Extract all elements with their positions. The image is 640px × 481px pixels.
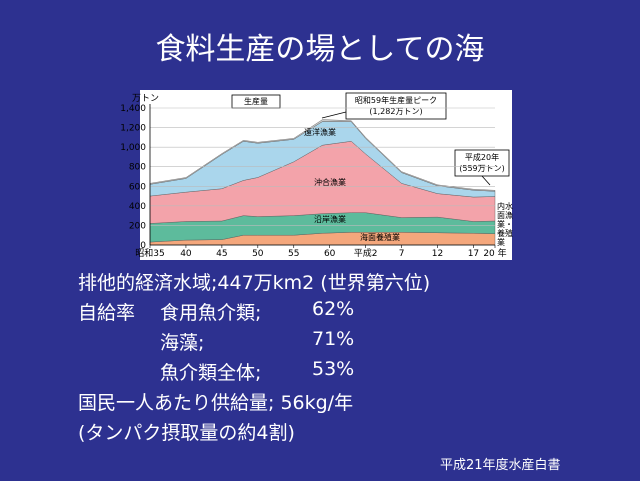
self-sufficiency-rate: 53% xyxy=(312,358,355,380)
self-sufficiency-item: 海藻; xyxy=(160,332,205,354)
x-tick-label: 40 xyxy=(180,249,192,259)
series-label: 内水面漁業・養殖業 xyxy=(497,202,513,247)
area xyxy=(149,119,496,192)
y-tick-label: 400 xyxy=(129,202,146,212)
self-sufficiency-item: 魚介類全体; xyxy=(160,362,262,384)
protein-text: (タンパク摂取量の約4割) xyxy=(78,422,295,444)
eez-text: 排他的経済水域;447万km2 (世界第六位) xyxy=(78,272,431,294)
self-sufficiency-item: 食用魚介類; xyxy=(160,302,262,324)
supply-text: 国民一人あたり供給量; 56kg/年 xyxy=(78,392,354,414)
x-tick-label: 20 年 xyxy=(483,247,506,259)
self-sufficiency-rate: 62% xyxy=(312,298,355,320)
x-tick-label: 55 xyxy=(288,249,299,259)
x-tick-label: 45 xyxy=(216,249,227,259)
x-tick-label: 昭和35 xyxy=(135,248,164,259)
x-tick-label: 7 xyxy=(399,249,405,259)
x-tick-label: 平成2 xyxy=(354,247,378,259)
series-label: 海面養殖業 xyxy=(360,232,400,242)
self-sufficiency-label: 自給率 xyxy=(78,302,136,324)
y-axis-label: 万トン xyxy=(132,94,159,104)
self-sufficiency-rate: 71% xyxy=(312,328,355,350)
source: 平成21年度水産白書 xyxy=(440,458,561,473)
series-label: 遠洋漁業 xyxy=(304,127,336,137)
annotation-pointer xyxy=(321,111,347,119)
x-tick-label: 12 xyxy=(432,249,443,259)
chart-title: 生産量 xyxy=(244,96,268,106)
annotation: 平成20年 xyxy=(465,152,499,162)
annotation: (1,282万トン) xyxy=(369,107,422,116)
x-tick-label: 50 xyxy=(252,249,264,259)
y-tick-label: 0 xyxy=(140,241,146,251)
y-tick-label: 1,200 xyxy=(120,124,146,134)
series-label: 沖合漁業 xyxy=(314,177,346,187)
slide-title: 食料生産の場としての海 xyxy=(155,32,485,67)
series-label: 沿岸漁業 xyxy=(314,214,346,224)
annotation: 昭和59年生産量ピーク xyxy=(355,95,437,105)
y-tick-label: 1,000 xyxy=(120,143,146,153)
y-tick-label: 200 xyxy=(129,221,146,231)
x-tick-label: 60 xyxy=(324,249,336,259)
y-tick-label: 1,400 xyxy=(120,104,146,114)
annotation-pointer xyxy=(481,175,491,186)
annotation: (559万トン) xyxy=(459,164,505,173)
annotation-box xyxy=(345,92,447,120)
y-tick-label: 800 xyxy=(129,163,146,173)
y-tick-label: 600 xyxy=(129,182,146,192)
x-tick-label: 17 xyxy=(468,249,479,259)
